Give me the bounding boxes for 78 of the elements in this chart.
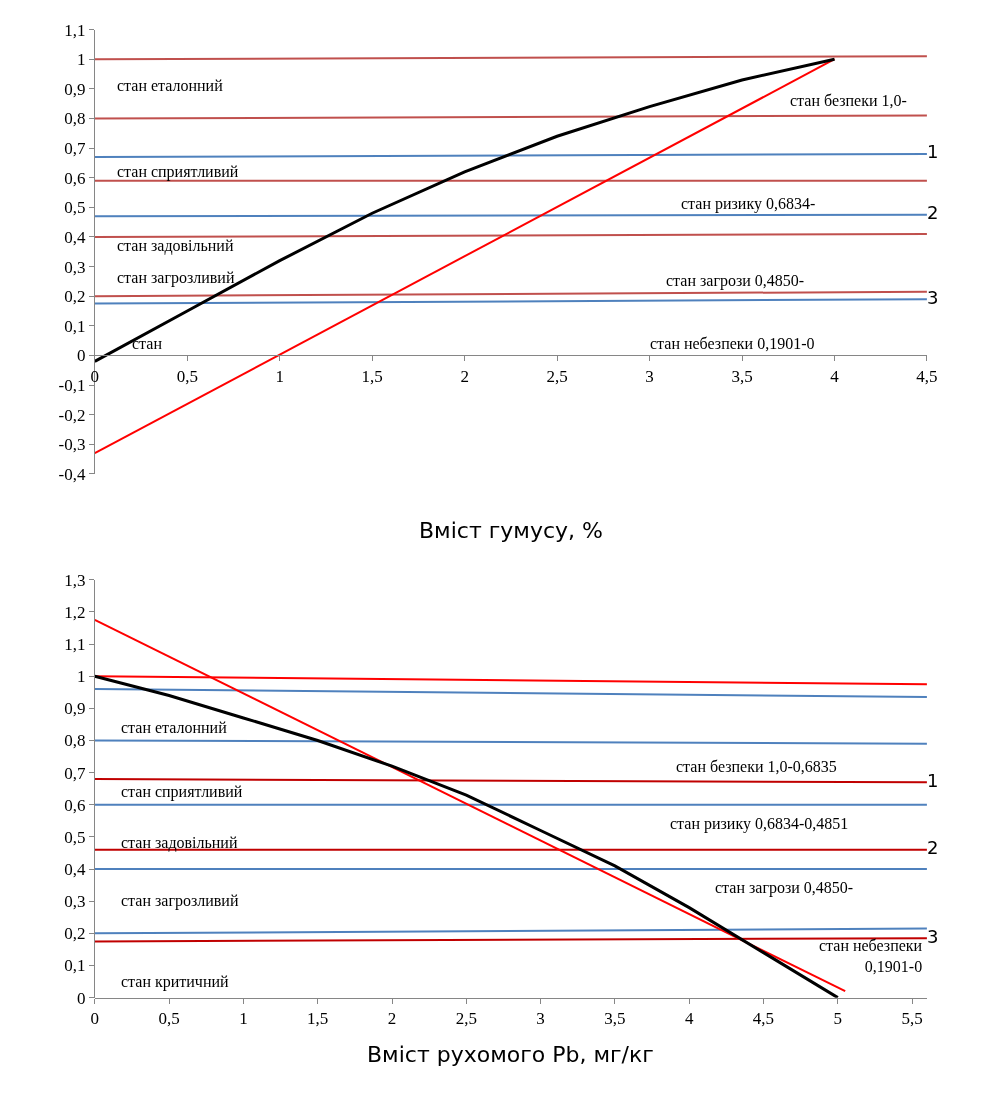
y-tick-label: 0,5 bbox=[64, 198, 86, 218]
y-tick-label: 0,5 bbox=[64, 827, 86, 847]
y-tick-label: 1,3 bbox=[64, 570, 86, 590]
y-tick-label: 0,3 bbox=[64, 892, 86, 912]
x-tick-label: 3 bbox=[645, 366, 654, 386]
y-tick-label: -0,1 bbox=[58, 376, 86, 396]
x-tick-label: 2,5 bbox=[455, 1009, 477, 1029]
x-tick-label: 5 bbox=[833, 1009, 843, 1029]
series-label: 3 bbox=[926, 286, 939, 308]
x-tick-label: 1,5 bbox=[307, 1009, 329, 1029]
y-tick-label: 0,8 bbox=[64, 109, 86, 129]
x-tick-label: 5,5 bbox=[901, 1009, 923, 1029]
x-tick-label: 3,5 bbox=[604, 1009, 626, 1029]
y-tick-label: 1 bbox=[76, 50, 86, 70]
annotation: стан еталонний bbox=[117, 77, 224, 94]
annotation: стан небезпеки 0,1901-0 bbox=[819, 937, 923, 975]
annotation: стан загрози 0,4850- bbox=[666, 272, 805, 290]
annotation: стан загрози 0,4850- bbox=[715, 879, 854, 897]
y-tick-label: 0,2 bbox=[64, 924, 86, 944]
y-tick-label: 1,1 bbox=[64, 634, 86, 654]
x-tick-label: 1,5 bbox=[361, 366, 383, 386]
annotation: стан bbox=[132, 335, 163, 352]
y-tick-label: 0,1 bbox=[64, 956, 86, 976]
annotation: стан задовільний bbox=[117, 237, 234, 255]
y-tick-label: 0,3 bbox=[64, 257, 86, 277]
annotation: стан безпеки 1,0- bbox=[790, 92, 907, 109]
annotation: стан сприятливий bbox=[121, 783, 243, 801]
series-label: 1 bbox=[926, 141, 939, 163]
x-tick-label: 0 bbox=[90, 366, 100, 386]
y-tick-label: 0,4 bbox=[64, 860, 86, 880]
y-tick-label: 0,7 bbox=[64, 139, 86, 159]
annotation: стан небезпеки 0,1901-0 bbox=[650, 335, 815, 352]
x-tick-label: 3 bbox=[536, 1009, 545, 1029]
annotation: стан критичний bbox=[121, 973, 230, 991]
y-tick-label: -0,4 bbox=[58, 464, 86, 484]
annotation: стан задовільний bbox=[121, 834, 238, 852]
y-tick-label: 0,6 bbox=[64, 795, 86, 815]
y-tick-label: 0,8 bbox=[64, 731, 86, 751]
x-tick-label: 4,5 bbox=[916, 366, 938, 386]
series-label: 1 bbox=[926, 769, 939, 791]
y-tick-label: 0,9 bbox=[64, 699, 86, 719]
y-tick-label: 1,2 bbox=[64, 602, 86, 622]
y-tick-label: 0 bbox=[76, 346, 86, 366]
y-tick-label: 0,2 bbox=[64, 287, 86, 307]
x-tick-label: 2 bbox=[387, 1009, 397, 1029]
x-tick-label: 0,5 bbox=[158, 1009, 180, 1029]
x-axis-title: Вміст рухомого Pb, мг/кг bbox=[367, 1042, 654, 1067]
annotation: стан ризику 0,6834-0,4851 bbox=[670, 815, 849, 833]
x-tick-label: 1 bbox=[275, 366, 284, 386]
y-tick-label: 1 bbox=[76, 667, 86, 687]
y-tick-label: 0,4 bbox=[64, 227, 86, 247]
annotation: стан еталонний bbox=[121, 719, 228, 736]
y-tick-label: 0,9 bbox=[64, 79, 86, 99]
x-tick-label: 4,5 bbox=[752, 1009, 775, 1029]
x-tick-label: 4 bbox=[830, 366, 840, 386]
x-tick-label: 1 bbox=[239, 1009, 248, 1029]
x-tick-label: 0,5 bbox=[176, 366, 198, 386]
annotation: стан ризику 0,6834- bbox=[681, 195, 816, 213]
y-tick-label: 1,1 bbox=[64, 20, 86, 40]
series-label: 2 bbox=[926, 202, 939, 224]
y-tick-label: 0,1 bbox=[64, 316, 86, 336]
annotation: стан сприятливий bbox=[117, 163, 239, 181]
x-tick-label: 2 bbox=[460, 366, 469, 386]
x-tick-label: 4 bbox=[684, 1009, 694, 1029]
x-tick-label: 0 bbox=[90, 1009, 100, 1029]
y-tick-label: 0 bbox=[76, 988, 86, 1008]
annotation: стан загрозливий bbox=[117, 269, 235, 287]
x-tick-label: 2,5 bbox=[546, 366, 568, 386]
annotation: стан загрозливий bbox=[121, 892, 239, 910]
series-label: 2 bbox=[926, 837, 939, 859]
y-tick-label: 0,6 bbox=[64, 168, 86, 188]
y-tick-label: -0,3 bbox=[58, 435, 86, 455]
annotation: стан безпеки 1,0-0,6835 bbox=[676, 758, 837, 775]
y-tick-label: 0,7 bbox=[64, 763, 86, 783]
series-label: 3 bbox=[926, 925, 939, 947]
x-tick-label: 3,5 bbox=[731, 366, 753, 386]
y-tick-label: -0,2 bbox=[58, 405, 86, 425]
x-axis-title: Вміст гумусу, % bbox=[419, 518, 603, 543]
